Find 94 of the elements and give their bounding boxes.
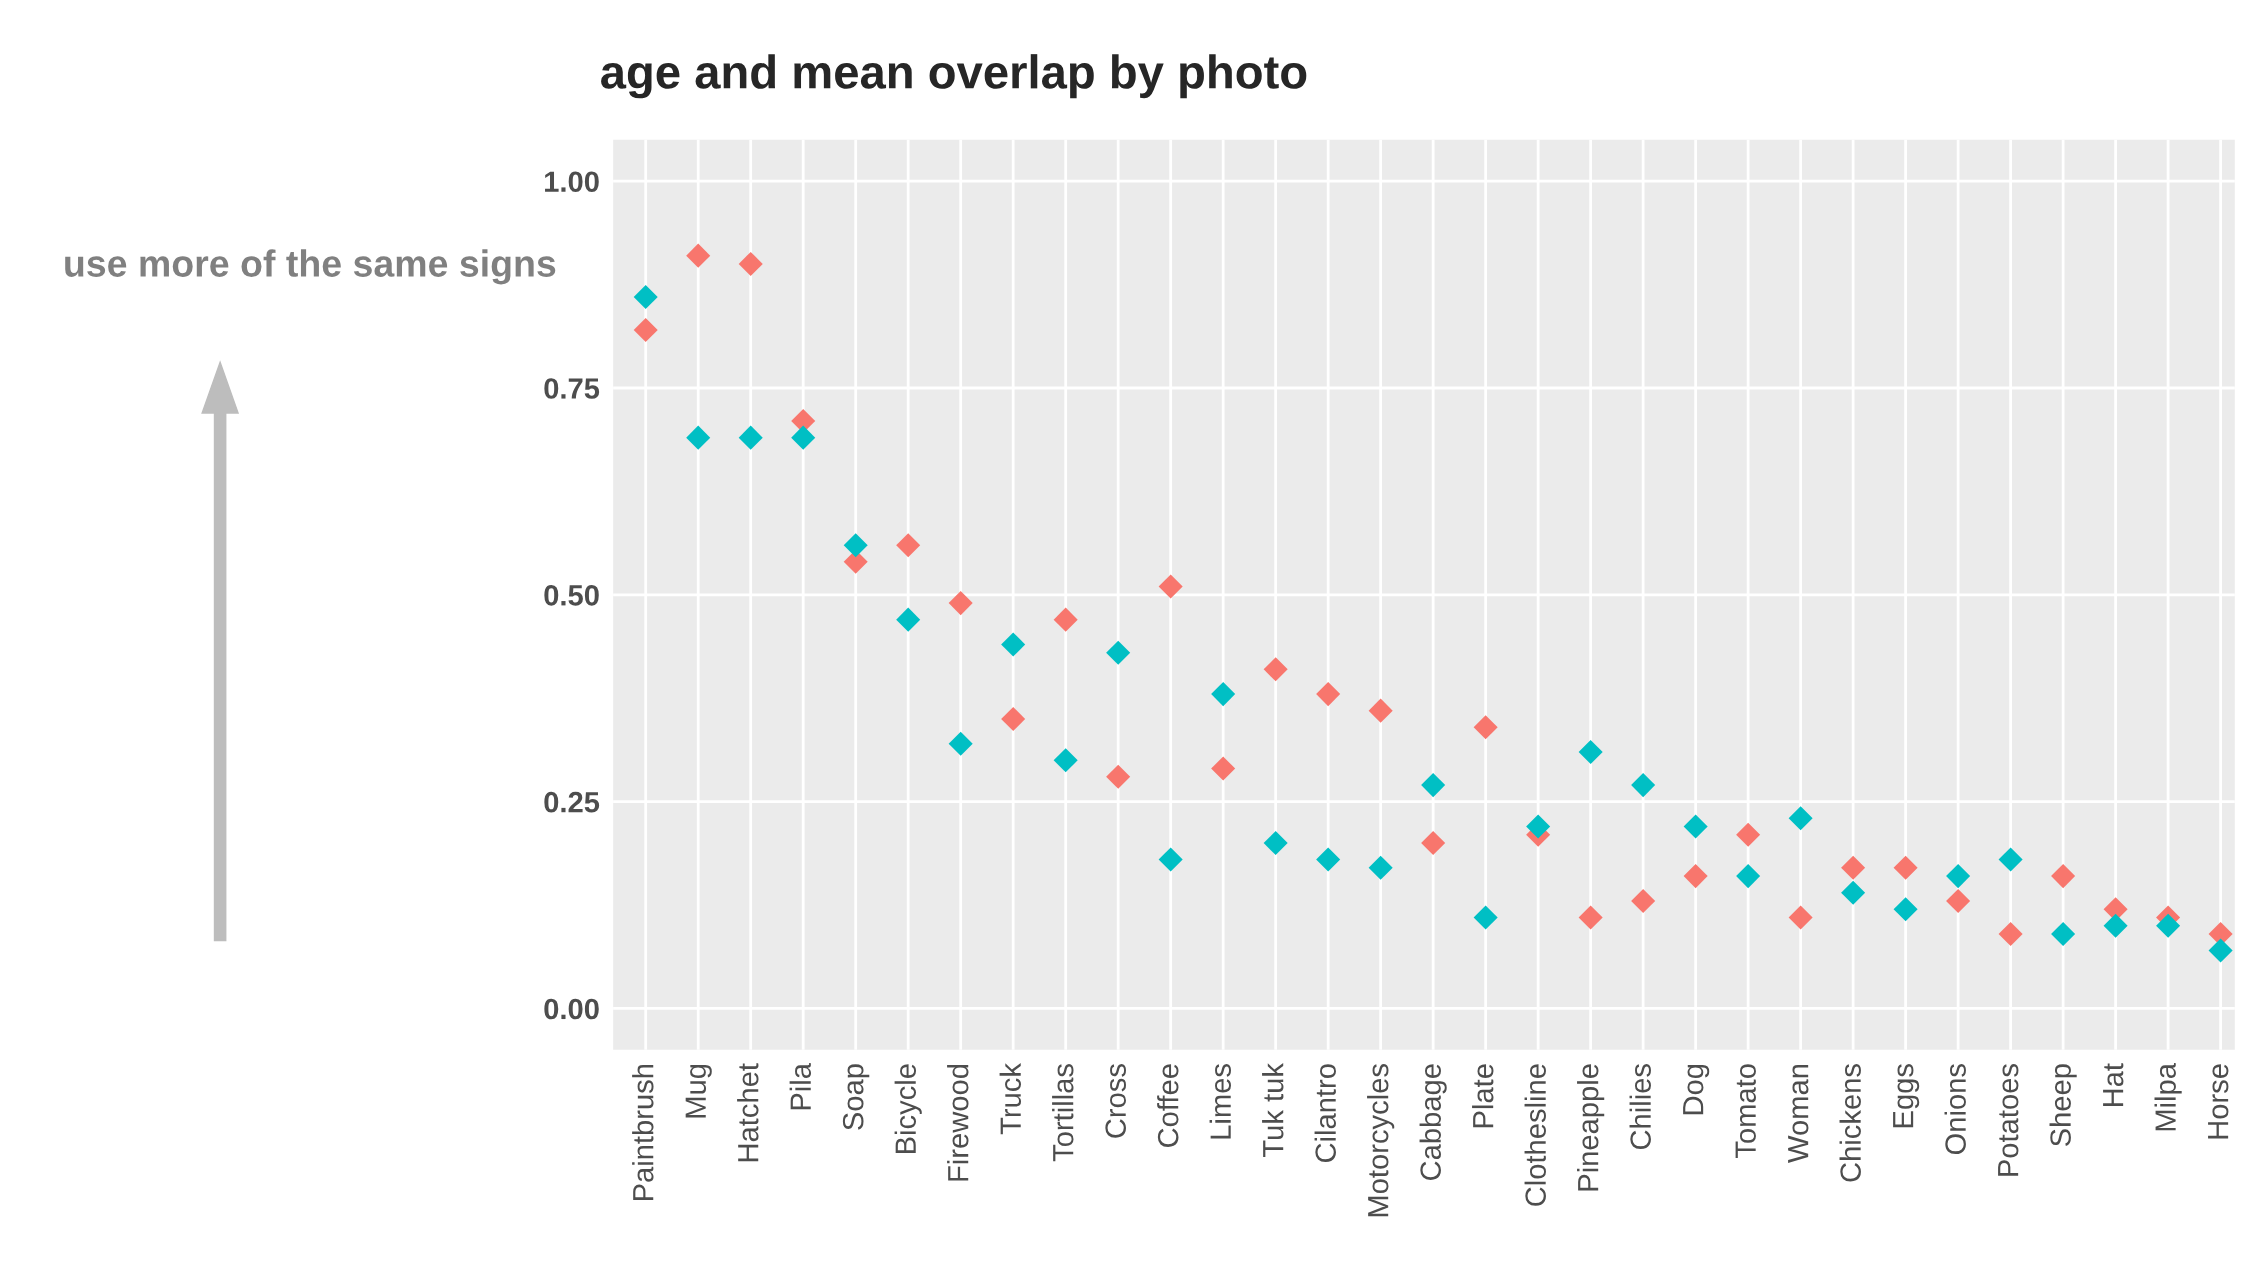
point bbox=[1946, 888, 1971, 913]
point bbox=[948, 591, 973, 616]
x-tick-label: Milpa bbox=[2154, 1063, 2182, 1131]
point bbox=[738, 251, 763, 276]
point bbox=[1001, 706, 1026, 731]
x-tick-label: Cabbage bbox=[1419, 1064, 1447, 1180]
x-tick-label: Chilies bbox=[1629, 1064, 1651, 1150]
point bbox=[1841, 855, 1866, 880]
point bbox=[2208, 938, 2233, 963]
point bbox=[1841, 880, 1866, 905]
point bbox=[1631, 888, 1656, 913]
point bbox=[1211, 756, 1236, 781]
point bbox=[1001, 632, 1026, 657]
point bbox=[1053, 748, 1078, 773]
point bbox=[1893, 897, 1918, 922]
point bbox=[1421, 773, 1446, 798]
x-tick-label: Plate bbox=[1472, 1064, 1494, 1128]
point bbox=[1998, 847, 2023, 872]
x-tick-label: Tomato bbox=[1735, 1064, 1756, 1159]
point bbox=[2156, 913, 2181, 938]
x-tick-label: Onions bbox=[1944, 1064, 1966, 1155]
point bbox=[1263, 830, 1288, 856]
y-tick-label: 1.00 bbox=[545, 171, 599, 193]
point bbox=[738, 425, 763, 450]
y-tick-label: 0.25 bbox=[544, 791, 600, 813]
point bbox=[1473, 715, 1498, 740]
point bbox=[1578, 905, 1603, 930]
y-tick-label: 0.50 bbox=[544, 585, 599, 606]
point bbox=[1683, 814, 1708, 839]
point bbox=[686, 243, 711, 268]
y-tick-label: 0.00 bbox=[544, 998, 599, 1020]
point bbox=[1788, 905, 1813, 930]
point bbox=[1893, 855, 1918, 880]
x-tick-label: Cilantro bbox=[1314, 1064, 1336, 1163]
x-tick-label: Mug bbox=[685, 1064, 712, 1118]
point bbox=[1316, 682, 1341, 707]
x-tick-label: Hatchet bbox=[737, 1063, 759, 1162]
point bbox=[633, 318, 658, 343]
x-tick-label: Clothesline bbox=[1524, 1064, 1546, 1206]
point bbox=[1473, 905, 1498, 930]
point bbox=[1736, 864, 1761, 889]
point bbox=[2103, 913, 2128, 938]
x-tick-label: Paintbrush bbox=[632, 1064, 654, 1201]
point bbox=[1053, 607, 1078, 632]
x-tick-label: Bicycle bbox=[894, 1064, 922, 1154]
point bbox=[1368, 698, 1393, 723]
x-tick-label: Tortillas bbox=[1052, 1064, 1074, 1162]
point bbox=[1683, 864, 1708, 889]
point bbox=[1946, 864, 1971, 889]
x-tick-label: Firewood bbox=[947, 1064, 969, 1181]
point bbox=[1736, 822, 1761, 847]
x-tick-label: Horse bbox=[2208, 1064, 2229, 1139]
point bbox=[791, 425, 816, 450]
x-tick-label: Chickens bbox=[1839, 1064, 1861, 1182]
point bbox=[1368, 855, 1393, 880]
text: use more of the same signs bbox=[65, 249, 556, 285]
x-tick-label: Cross bbox=[1105, 1064, 1126, 1138]
point bbox=[1526, 814, 1551, 839]
point bbox=[1106, 640, 1131, 665]
point bbox=[896, 607, 921, 632]
point bbox=[1316, 847, 1341, 872]
point bbox=[1106, 764, 1131, 789]
point bbox=[1158, 847, 1183, 872]
point bbox=[1578, 739, 1603, 765]
x-tick-label: Pila bbox=[789, 1063, 812, 1110]
point bbox=[843, 533, 868, 558]
point bbox=[2051, 922, 2076, 947]
y-tick-label: 0.75 bbox=[544, 378, 600, 399]
point bbox=[1788, 806, 1813, 831]
x-tick-label: Pineapple bbox=[1577, 1064, 1605, 1191]
point bbox=[1998, 922, 2023, 947]
x-tick-label: Tuk tuk bbox=[1262, 1062, 1284, 1157]
x-tick-label: Eggs bbox=[1893, 1064, 1920, 1128]
point bbox=[1211, 682, 1236, 707]
point bbox=[2051, 864, 2076, 889]
point bbox=[896, 533, 921, 558]
x-tick-label: Motorcycles bbox=[1367, 1064, 1395, 1217]
point bbox=[1263, 657, 1288, 682]
x-tick-label: Coffee bbox=[1157, 1064, 1179, 1147]
x-tick-label: Dog bbox=[1683, 1064, 1710, 1115]
x-tick-label: Truck bbox=[999, 1062, 1022, 1135]
chart-title: age and mean overlap by photo bbox=[601, 54, 1307, 99]
point bbox=[633, 284, 658, 310]
point bbox=[948, 731, 973, 756]
point bbox=[1421, 830, 1446, 856]
x-tick-label: Hat bbox=[2103, 1063, 2124, 1107]
x-tick-label: Soap bbox=[842, 1064, 870, 1130]
point bbox=[1158, 574, 1183, 599]
point bbox=[1631, 773, 1656, 798]
x-tick-label: Woman bbox=[1788, 1064, 1809, 1163]
x-tick-label: Potatoes bbox=[1998, 1064, 2019, 1176]
point bbox=[686, 425, 711, 450]
x-tick-label: Sheep bbox=[2049, 1064, 2077, 1147]
x-tick-label: Limes bbox=[1209, 1064, 1231, 1139]
